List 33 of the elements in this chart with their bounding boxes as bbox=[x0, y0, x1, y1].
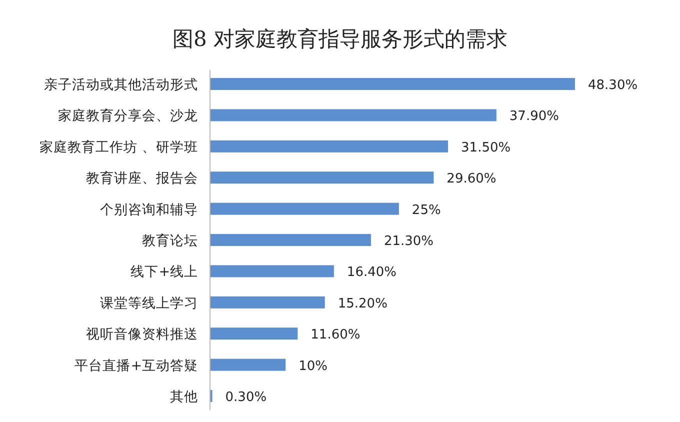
data-label: 10% bbox=[298, 358, 328, 374]
data-label: 11.60% bbox=[310, 328, 360, 343]
bar bbox=[210, 172, 434, 184]
y-tick-label: 家庭教育工作坊 、研学班 bbox=[40, 138, 198, 156]
y-tick-label: 个别咨询和辅导 bbox=[100, 202, 198, 218]
bar bbox=[210, 202, 399, 215]
bar bbox=[210, 296, 325, 308]
bar bbox=[210, 234, 371, 246]
bar bbox=[210, 328, 298, 340]
y-tick-label: 视听音像资料推送 bbox=[86, 326, 198, 343]
y-tick-label: 亲子活动或其他活动形式 bbox=[44, 77, 198, 93]
y-tick-label: 其他 bbox=[170, 389, 198, 405]
data-label: 16.40% bbox=[346, 265, 397, 280]
data-label: 15.20% bbox=[338, 296, 388, 312]
data-label: 37.90% bbox=[509, 109, 559, 124]
bar bbox=[210, 140, 448, 152]
y-tick-label: 家庭教育分享会、沙龙 bbox=[58, 107, 198, 124]
data-label: 21.30% bbox=[384, 234, 434, 249]
y-tick-label: 平台直播+互动答疑 bbox=[74, 358, 198, 374]
bar bbox=[210, 109, 496, 122]
bar bbox=[210, 265, 334, 278]
bar bbox=[210, 358, 286, 371]
data-label: 31.50% bbox=[461, 140, 511, 156]
data-label: 29.60% bbox=[446, 172, 496, 187]
y-tick-label: 课堂等线上学习 bbox=[100, 295, 198, 312]
y-tick-label: 教育论坛 bbox=[142, 232, 198, 249]
data-label: 25% bbox=[412, 202, 441, 218]
chart-title: 图8 对家庭教育指导服务形式的需求 bbox=[172, 27, 508, 51]
bar bbox=[210, 78, 575, 90]
y-tick-label: 教育讲座、报告会 bbox=[86, 170, 198, 187]
data-label: 48.30% bbox=[588, 78, 638, 93]
data-label: 0.30% bbox=[225, 390, 267, 405]
y-tick-label: 线下+线上 bbox=[130, 264, 198, 280]
